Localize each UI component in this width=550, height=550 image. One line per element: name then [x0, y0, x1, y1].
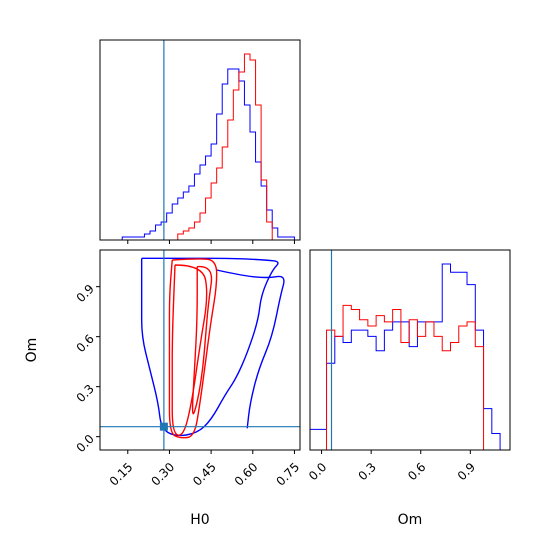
x-axis-label-om: Om	[398, 512, 423, 528]
hist-H0-series	[100, 40, 300, 240]
om-x-tick-label-2: 0.6	[405, 460, 428, 483]
om-y-tick-label-1: 0.3	[74, 382, 97, 405]
contour-1	[216, 269, 285, 429]
contour-0	[140, 257, 279, 437]
contour-2	[168, 258, 218, 439]
hist-H0-series-1	[100, 53, 300, 240]
hist-Om-panel	[309, 249, 511, 451]
om-y-tick-label-0: 0.0	[74, 432, 97, 455]
hist-Om-frame	[309, 249, 511, 451]
frame-overlay-1	[99, 249, 301, 451]
hist-H0-panel	[99, 39, 301, 241]
frame-overlay-0	[99, 39, 301, 241]
h0-x-tick-label-0: 0.15	[107, 460, 136, 489]
om-x-tick-label-3: 0.9	[455, 460, 478, 483]
hist-Om-series	[310, 250, 509, 450]
x-axis-label-h0: H0	[190, 512, 209, 528]
contour-4	[191, 265, 213, 415]
contour-series	[100, 250, 300, 450]
om-y-tick-label-3: 0.9	[74, 282, 97, 305]
contour-H0-Om-panel	[99, 249, 301, 451]
hist-Om-series-1	[310, 304, 509, 450]
hist-H0-series-0	[100, 68, 300, 240]
om-x-tick-label-1: 0.3	[356, 460, 379, 483]
y-axis-label-om: Om	[24, 338, 40, 363]
contour-3	[171, 264, 208, 436]
h0-x-tick-label-4: 0.75	[273, 460, 302, 489]
h0-x-tick-label-1: 0.30	[148, 460, 177, 489]
om-x-tick-label-0: 0.0	[306, 460, 329, 483]
truth-marker	[159, 422, 168, 431]
frame-overlay-2	[309, 249, 511, 451]
h0-x-tick-label-3: 0.60	[232, 460, 261, 489]
h0-x-tick-label-2: 0.45	[190, 460, 219, 489]
om-y-tick-label-2: 0.6	[74, 332, 97, 355]
